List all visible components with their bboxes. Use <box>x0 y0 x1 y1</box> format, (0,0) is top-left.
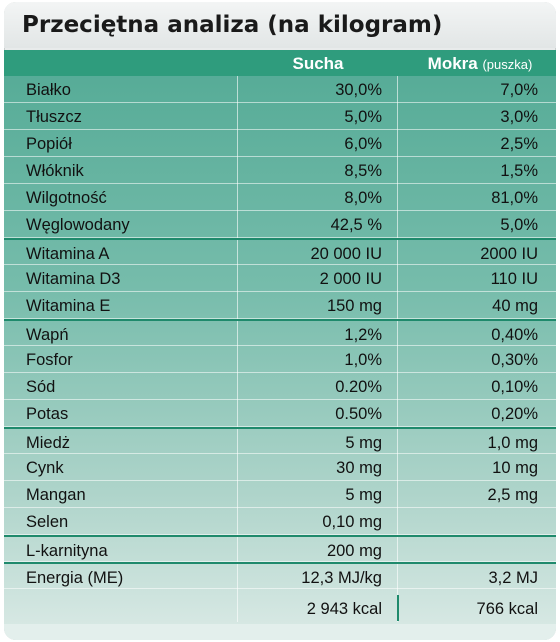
column-header-wet-label: Mokra <box>427 54 478 73</box>
nutrient-name: Sód <box>26 378 56 396</box>
table-row: Fosfor 1,0% 0,30% <box>4 346 556 373</box>
wet-value: 2,5% <box>500 135 538 153</box>
dry-value: 5 mg <box>345 434 382 452</box>
kcal-divider <box>397 595 399 621</box>
nutrient-name: Miedż <box>26 434 71 452</box>
table-header: Sucha Mokra (puszka) <box>4 50 556 76</box>
nutrient-name: Witamina D3 <box>26 270 121 288</box>
nutrient-name: Fosfor <box>26 351 73 369</box>
table-row: Wilgotność 8,0% 81,0% <box>4 184 556 211</box>
table-row: Węglowodany 42,5 % 5,0% <box>4 211 556 238</box>
table-row: Włóknik 8,5% 1,5% <box>4 157 556 184</box>
table-row: Energia (ME) 12,3 MJ/kg 3,2 MJ <box>4 562 556 589</box>
table-row: Mangan 5 mg 2,5 mg <box>4 481 556 508</box>
wet-value: 110 IU <box>490 270 538 288</box>
nutrient-name: Popiół <box>26 135 72 153</box>
nutrient-name: Węglowodany <box>26 216 130 234</box>
column-header-dry: Sucha <box>292 54 344 73</box>
dry-value: 12,3 MJ/kg <box>301 569 382 587</box>
table-row: L-karnityna 200 mg <box>4 535 556 562</box>
nutrient-name: Potas <box>26 405 69 423</box>
nutrient-name <box>26 595 236 621</box>
nutrient-name: Tłuszcz <box>26 108 82 126</box>
analysis-panel: Przeciętna analiza (na kilogram) Sucha M… <box>4 2 556 640</box>
wet-value: 0,20% <box>491 405 538 423</box>
dry-value: 2 943 kcal <box>306 600 382 618</box>
table-row: Witamina E 150 mg 40 mg <box>4 292 556 319</box>
dry-value: 150 mg <box>326 297 382 315</box>
nutrient-name: Witamina E <box>26 297 111 315</box>
wet-value: 7,0% <box>500 81 538 99</box>
dry-value: 1,2% <box>344 326 382 344</box>
column-header-wet-sub: (puszka) <box>482 57 533 72</box>
dry-value: 2 000 IU <box>319 270 382 288</box>
wet-value: 2000 IU <box>480 245 538 263</box>
wet-value: 766 kcal <box>476 600 538 618</box>
nutrient-name: Wapń <box>26 326 69 344</box>
table-row: Miedż 5 mg 1,0 mg <box>4 427 556 454</box>
nutrient-name: L-karnityna <box>26 542 108 560</box>
wet-value: 2,5 mg <box>487 486 538 504</box>
table-row: Cynk 30 mg 10 mg <box>4 454 556 481</box>
dry-value: 30,0% <box>335 81 382 99</box>
table-row: Tłuszcz 5,0% 3,0% <box>4 103 556 130</box>
dry-value: 0,10 mg <box>322 513 382 531</box>
nutrient-name: Włóknik <box>26 162 84 180</box>
dry-value: 20 000 IU <box>310 245 382 263</box>
wet-value: 81,0% <box>491 189 538 207</box>
table-row: 2 943 kcal 766 kcal <box>4 595 556 622</box>
dry-value: 0.50% <box>335 405 382 423</box>
analysis-table: Sucha Mokra (puszka) Białko 30,0% 7,0% T… <box>4 50 556 640</box>
dry-value: 5,0% <box>344 108 382 126</box>
table-row: Sód 0.20% 0,10% <box>4 373 556 400</box>
dry-value: 30 mg <box>336 459 382 477</box>
nutrient-name: Mangan <box>26 486 86 504</box>
wet-value: 5,0% <box>500 216 538 234</box>
nutrient-name: Białko <box>26 81 71 99</box>
column-divider <box>397 76 398 622</box>
wet-value: 0,10% <box>491 378 538 396</box>
wet-value: 3,2 MJ <box>488 569 538 587</box>
table-row: Witamina D3 2 000 IU 110 IU <box>4 265 556 292</box>
table-row: Popiół 6,0% 2,5% <box>4 130 556 157</box>
column-divider <box>237 76 238 622</box>
nutrient-name: Energia (ME) <box>26 569 124 587</box>
table-row: Selen 0,10 mg <box>4 508 556 535</box>
nutrient-name: Selen <box>26 513 69 531</box>
dry-value: 0.20% <box>335 378 382 396</box>
table-row: Witamina A 20 000 IU 2000 IU <box>4 238 556 265</box>
wet-value <box>400 508 538 534</box>
table-row: Białko 30,0% 7,0% <box>4 76 556 103</box>
column-header-wet: Mokra (puszka) <box>400 50 556 76</box>
wet-value: 1,5% <box>500 162 538 180</box>
wet-value: 0,30% <box>491 351 538 369</box>
nutrient-name: Cynk <box>26 459 64 477</box>
wet-value: 10 mg <box>492 459 538 477</box>
dry-value: 42,5 % <box>330 216 382 234</box>
dry-value: 8,0% <box>344 189 382 207</box>
wet-value: 0,40% <box>491 326 538 344</box>
table-row: Wapń 1,2% 0,40% <box>4 319 556 346</box>
dry-value: 200 mg <box>326 542 382 560</box>
nutrient-name: Wilgotność <box>26 189 107 207</box>
wet-value: 1,0 mg <box>487 434 538 452</box>
dry-value: 1,0% <box>344 351 382 369</box>
panel-title: Przeciętna analiza (na kilogram) <box>4 2 556 48</box>
table-footer <box>4 624 556 640</box>
wet-value: 40 mg <box>492 297 538 315</box>
table-row: Potas 0.50% 0,20% <box>4 400 556 427</box>
dry-value: 8,5% <box>344 162 382 180</box>
wet-value: 3,0% <box>500 108 538 126</box>
dry-value: 6,0% <box>344 135 382 153</box>
nutrient-name: Witamina A <box>26 245 110 263</box>
wet-value <box>400 537 538 563</box>
dry-value: 5 mg <box>345 486 382 504</box>
